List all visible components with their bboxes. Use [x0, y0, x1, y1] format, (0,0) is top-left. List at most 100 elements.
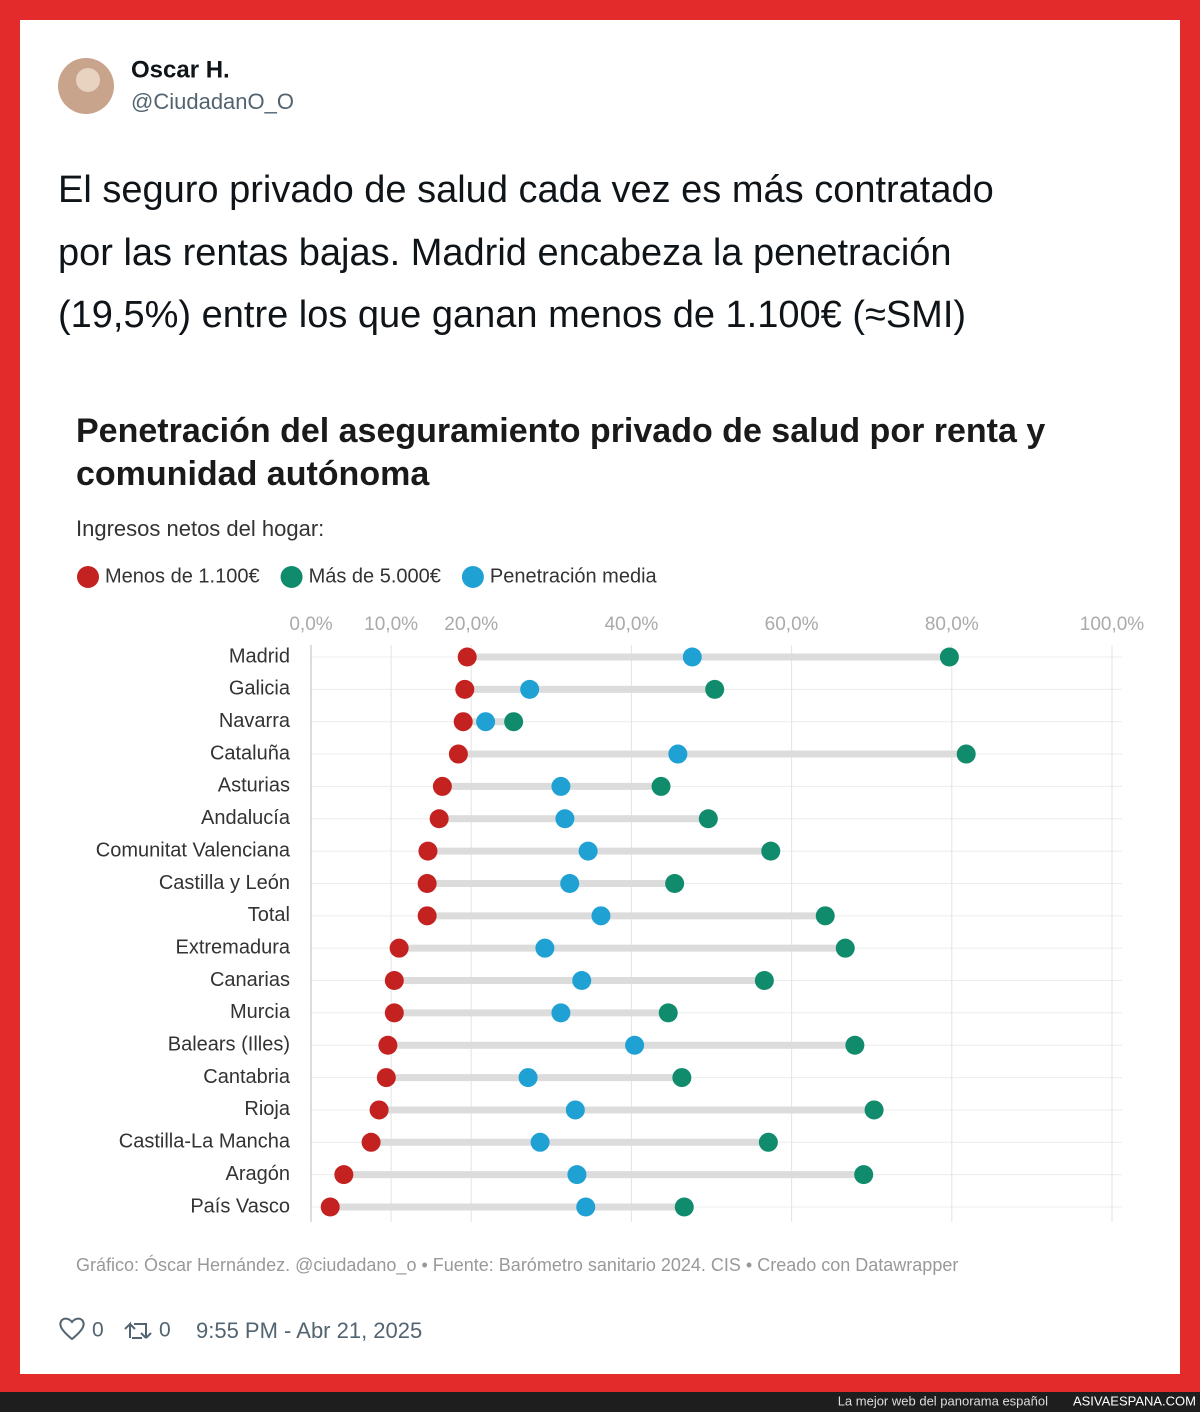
legend-marker [461, 566, 484, 588]
retweet-count: 0 [159, 1319, 171, 1342]
dot [567, 1165, 587, 1185]
x-tick-label: 60,0% [765, 614, 819, 635]
dot [476, 712, 496, 732]
category-label: Galicia [229, 678, 291, 700]
dot [854, 1165, 874, 1185]
dot [453, 712, 473, 732]
chart-source: Gráfico: Óscar Hernández. @ciudadano_o •… [76, 1254, 958, 1276]
x-tick-label: 20,0% [444, 614, 498, 635]
category-label: Madrid [229, 645, 290, 667]
retweet-icon[interactable] [124, 1321, 152, 1339]
category-label: Navarra [219, 710, 291, 732]
category-label: Asturias [218, 775, 290, 797]
category-label: Cataluña [210, 742, 291, 764]
dot [448, 744, 468, 764]
dot [835, 938, 855, 958]
dot [417, 906, 437, 926]
dot [939, 647, 959, 667]
category-label: Canarias [210, 969, 290, 991]
timestamp[interactable]: 9:55 PM - Abr 21, 2025 [196, 1318, 422, 1343]
dot [761, 841, 781, 861]
category-label: Balears (Illes) [168, 1034, 290, 1056]
category-label: Andalucía [201, 807, 291, 829]
category-label: Murcia [230, 1001, 291, 1023]
category-label: Rioja [244, 1098, 290, 1120]
banner-site[interactable]: ASIVAESPANA.COM [1073, 1393, 1196, 1408]
dot [555, 809, 575, 829]
dot [705, 679, 725, 699]
avatar-face [76, 68, 100, 92]
banner-text: La mejor web del panorama español [838, 1393, 1048, 1408]
author-handle[interactable]: @CiudadanO_O [131, 89, 294, 114]
dot [815, 906, 835, 926]
x-tick-label: 40,0% [604, 614, 658, 635]
legend-marker [77, 566, 99, 588]
like-icon[interactable] [59, 1317, 85, 1341]
dot [457, 647, 477, 667]
dot [845, 1035, 865, 1055]
dot [674, 1197, 694, 1217]
x-tick-label: 0,0% [289, 614, 332, 635]
dot [591, 906, 611, 926]
dot [429, 809, 449, 829]
category-label: Cantabria [203, 1066, 291, 1088]
dot [578, 841, 598, 861]
dot [864, 1100, 884, 1120]
banner [0, 1392, 1200, 1412]
tweet-text: (19,5%) entre los que ganan menos de 1.1… [58, 294, 966, 336]
tweet-text: El seguro privado de salud cada vez es m… [58, 169, 994, 211]
category-label: Castilla-La Mancha [119, 1131, 291, 1153]
dot [384, 1003, 404, 1023]
chart-title: comunidad autónoma [76, 455, 430, 493]
dot [320, 1197, 340, 1217]
dot [378, 1035, 398, 1055]
dot [551, 1003, 571, 1023]
author-name[interactable]: Oscar H. [131, 56, 230, 83]
category-label: Comunitat Valenciana [96, 839, 291, 861]
dot [658, 1003, 678, 1023]
chart-title: Penetración del aseguramiento privado de… [76, 412, 1045, 450]
dot [418, 841, 438, 861]
dot [432, 776, 452, 796]
dot [668, 744, 688, 764]
dot [369, 1100, 389, 1120]
dot [572, 971, 592, 991]
dot [698, 809, 718, 829]
x-tick-label: 100,0% [1080, 614, 1145, 635]
dot [565, 1100, 585, 1120]
category-label: Aragón [226, 1163, 291, 1185]
dot [551, 776, 571, 796]
dot [389, 938, 409, 958]
dot [361, 1132, 381, 1152]
dot [334, 1165, 354, 1185]
like-count: 0 [92, 1319, 104, 1342]
legend-marker [280, 566, 303, 588]
dot [758, 1132, 778, 1152]
legend-label: Más de 5.000€ [309, 565, 441, 587]
dot [530, 1132, 550, 1152]
category-label: Castilla y León [159, 872, 290, 894]
category-label: País Vasco [190, 1195, 290, 1217]
dot [504, 712, 524, 732]
card [20, 20, 1180, 1374]
dot [520, 679, 540, 699]
dot [651, 776, 671, 796]
x-tick-label: 80,0% [925, 614, 979, 635]
tweet-text: por las rentas bajas. Madrid encabeza la… [58, 232, 952, 274]
chart-subtitle: Ingresos netos del hogar: [76, 516, 324, 541]
dot [455, 679, 475, 699]
dot [384, 971, 404, 991]
category-label: Extremadura [176, 936, 291, 958]
dot [376, 1068, 396, 1088]
dot [682, 647, 702, 667]
dot [956, 744, 976, 764]
dot [535, 938, 555, 958]
category-label: Total [248, 904, 290, 926]
legend-label: Penetración media [490, 565, 658, 587]
dot [625, 1035, 645, 1055]
dot [560, 873, 580, 893]
dot [672, 1068, 692, 1088]
dot [417, 873, 437, 893]
dot [576, 1197, 596, 1217]
